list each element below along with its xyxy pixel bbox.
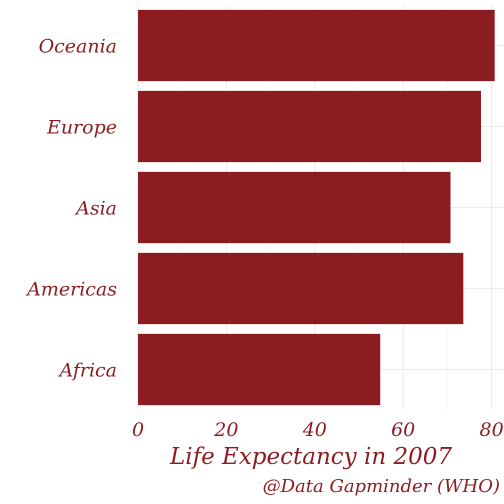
bar-asia: [138, 171, 451, 244]
caption: @Data Gapminder (WHO): [263, 476, 500, 497]
bar-americas: [138, 252, 464, 325]
bar-europe: [138, 90, 481, 163]
x-tick-label: 40: [302, 419, 327, 441]
x-tick-label: 0: [132, 419, 144, 441]
category-label-oceania: Oceania: [39, 36, 117, 58]
bar-oceania: [138, 9, 495, 82]
category-label-africa: Africa: [57, 360, 117, 382]
category-labels: Africa Americas Asia Europe Oceania: [25, 36, 117, 382]
x-tick-label: 80: [480, 419, 504, 441]
x-tick-labels: 0 20 40 60 80: [132, 419, 504, 441]
x-axis-title: Life Expectancy in 2007: [169, 444, 452, 470]
bar-africa: [138, 333, 381, 406]
category-label-americas: Americas: [25, 279, 117, 301]
x-tick-label: 20: [213, 419, 238, 441]
category-label-europe: Europe: [46, 117, 117, 139]
bars: [138, 9, 495, 406]
category-label-asia: Asia: [74, 198, 117, 220]
x-tick-label: 60: [391, 419, 415, 441]
